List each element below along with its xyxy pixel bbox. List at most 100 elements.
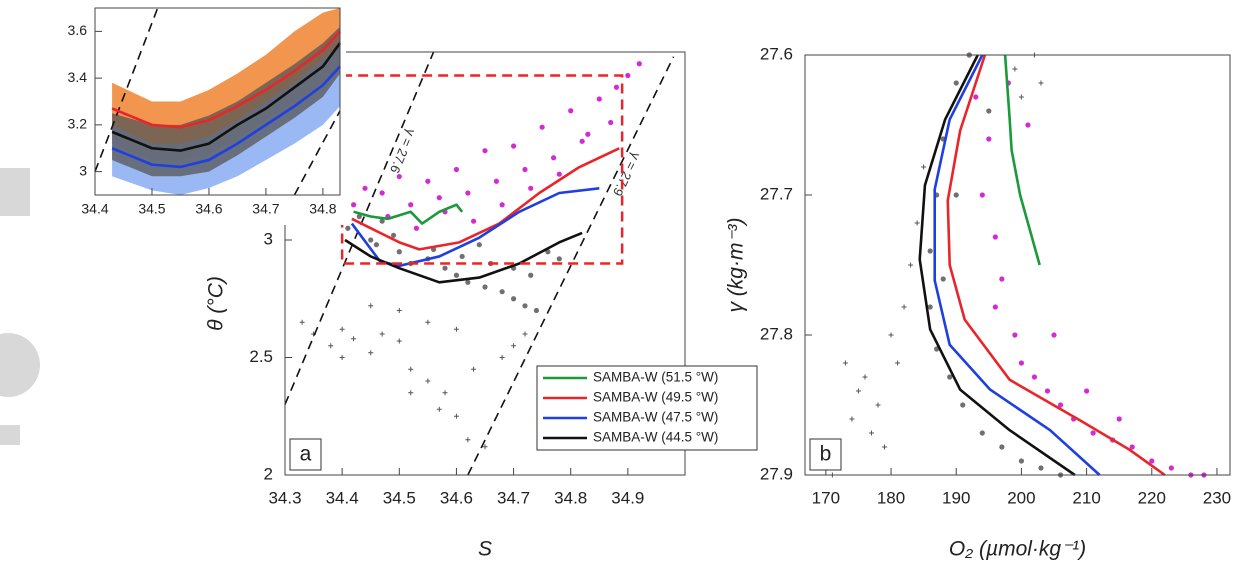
scatter-dot: [556, 256, 562, 262]
scatter-dot: [608, 119, 614, 126]
scatter-cross: [482, 444, 488, 450]
scatter-dot: [960, 402, 966, 408]
scatter-dot: [459, 253, 465, 260]
panel-label-box: [809, 438, 842, 471]
spread-band: [112, 26, 341, 177]
scatter-dot: [940, 276, 946, 282]
scatter-dot: [1168, 465, 1174, 471]
series-line: [111, 42, 342, 152]
series-line: [918, 54, 1076, 477]
scatter-dot: [1018, 458, 1025, 464]
scatter-dot: [373, 242, 380, 248]
scatter-dot: [539, 124, 545, 130]
scatter-dot: [465, 279, 471, 285]
scatter-dot: [368, 237, 374, 243]
scatter-dot: [493, 178, 500, 184]
scatter-cross: [888, 332, 894, 338]
scatter-cross: [396, 308, 402, 313]
y-tick-label: 27.8: [760, 324, 793, 343]
scatter-cross: [368, 350, 374, 356]
series-line: [933, 54, 1101, 476]
scatter-cross: [499, 355, 505, 360]
scatter-cross: [339, 326, 345, 332]
plot-frame: [804, 54, 1231, 476]
scatter-dot: [396, 173, 402, 180]
cropped-decoration: [0, 168, 30, 216]
x-tick-label: 34.4: [81, 201, 108, 217]
scatter-dot: [1012, 332, 1018, 338]
scatter-cross: [425, 378, 431, 384]
scatter-dot: [1038, 465, 1044, 471]
scatter-dot: [973, 94, 979, 100]
x-axis-title: S: [478, 538, 492, 561]
y-axis-title: γ (kg·m⁻³): [725, 217, 748, 312]
scatter-dot: [1090, 430, 1096, 436]
series-line: [111, 65, 341, 169]
scatter-cross: [408, 390, 414, 396]
scatter-dot: [533, 307, 540, 314]
series-line: [351, 147, 620, 251]
scatter-cross: [396, 338, 402, 344]
scatter-dot: [613, 84, 620, 90]
scatter-cross: [842, 360, 848, 366]
y-tick-label: 27.7: [760, 184, 793, 203]
scatter-dot: [408, 202, 414, 208]
panel-label-box: [289, 438, 322, 471]
y-tick-label: 3.4: [68, 69, 88, 85]
scatter-dot: [999, 276, 1005, 282]
plot-frame: [284, 51, 686, 476]
scatter-dot: [568, 108, 574, 114]
scatter-dot: [1025, 122, 1031, 128]
x-tick-label: 34.7: [252, 201, 279, 217]
scatter-dot: [499, 202, 505, 208]
scatter-cross: [368, 303, 374, 309]
scatter-dot: [1018, 360, 1025, 366]
scatter-dot: [986, 136, 992, 142]
scatter-cross: [522, 331, 528, 337]
series-line: [344, 231, 583, 284]
x-tick-label: 34.8: [554, 488, 587, 507]
scatter-cross: [875, 402, 881, 408]
x-tick-label: 34.9: [611, 488, 644, 507]
x-tick-label: 180: [877, 488, 905, 507]
plot-frame: [94, 7, 341, 196]
scatter-dot: [1044, 388, 1051, 394]
scatter-cross: [465, 437, 471, 443]
x-axis-title: O₂ (µmol·kg⁻¹): [949, 538, 1086, 561]
spread-band: [112, 8, 341, 160]
y-tick-label: 2.5: [249, 347, 273, 366]
scatter-dot: [1083, 388, 1090, 394]
x-tick-label: 220: [1138, 488, 1166, 507]
scatter-dot: [979, 192, 985, 198]
scatter-dot: [522, 166, 528, 173]
x-tick-label: 34.3: [268, 488, 301, 507]
y-tick-label: 3.2: [68, 116, 88, 132]
scatter-dot: [927, 304, 933, 310]
x-tick-label: 34.7: [497, 488, 530, 507]
legend-label: SAMBA-W (51.5 °W): [593, 370, 718, 385]
y-axis-title: θ (°C): [205, 276, 228, 331]
panel-label: b: [820, 443, 832, 466]
y-tick-label: 3.6: [68, 22, 88, 38]
scatter-dot: [470, 218, 477, 224]
scatter-dot: [979, 430, 985, 436]
scatter-dot: [390, 232, 397, 238]
scatter-dot: [625, 72, 631, 79]
scatter-cross: [1038, 80, 1044, 86]
x-tick-label: 230: [1203, 488, 1231, 507]
scatter-dot: [1031, 374, 1038, 380]
legend-label: SAMBA-W (44.5 °W): [593, 430, 718, 445]
scatter-dot: [442, 265, 448, 271]
scatter-dot: [396, 249, 402, 255]
scatter-dot: [992, 304, 998, 310]
scatter-cross: [442, 390, 448, 396]
x-tick-label: 34.8: [309, 201, 336, 217]
scatter-dot: [465, 190, 471, 196]
scatter-dot: [556, 171, 562, 177]
scatter-cross: [408, 366, 414, 372]
isopycnal: [293, 110, 341, 196]
scatter-cross: [339, 355, 345, 360]
scatter-dot: [379, 190, 385, 196]
